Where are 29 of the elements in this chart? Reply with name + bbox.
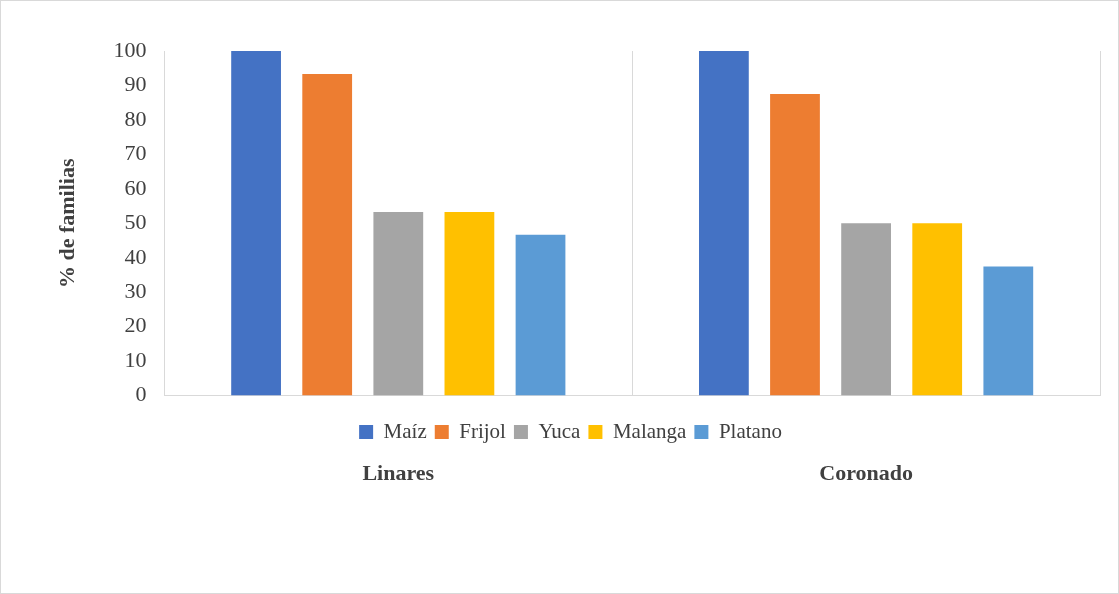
bar [444,211,495,396]
y-tick-label: 70 [124,140,147,166]
bar [373,211,424,396]
y-tick-label: 50 [124,209,147,235]
y-tick-label: 30 [124,278,147,303]
bar [983,266,1034,396]
y-tick-label: 40 [124,243,147,269]
y-tick-label: 10 [124,346,147,372]
bar [912,223,963,396]
y-tick-label: 100 [113,36,147,62]
legend-label: Yuca [538,418,582,443]
bar [515,234,566,396]
bar [770,94,820,396]
legend-label: Maíz [383,418,427,443]
y-tick-label: 90 [124,71,147,97]
y-tick-label: 60 [124,174,147,200]
bar [302,74,353,396]
y-axis-title: % de familias [53,158,79,289]
legend-label: Frijol [459,418,507,443]
y-tick-label: 20 [124,312,147,338]
bar [699,51,749,396]
y-tick-label: 80 [124,105,147,131]
legend-label: Platano [718,418,782,443]
bar [231,51,281,396]
x-tick-label: Coronado [819,460,913,486]
legend-label: Malanga [612,418,688,443]
bar [841,223,891,396]
x-tick-label: Linares [362,460,435,486]
y-tick-label: 0 [135,381,147,407]
